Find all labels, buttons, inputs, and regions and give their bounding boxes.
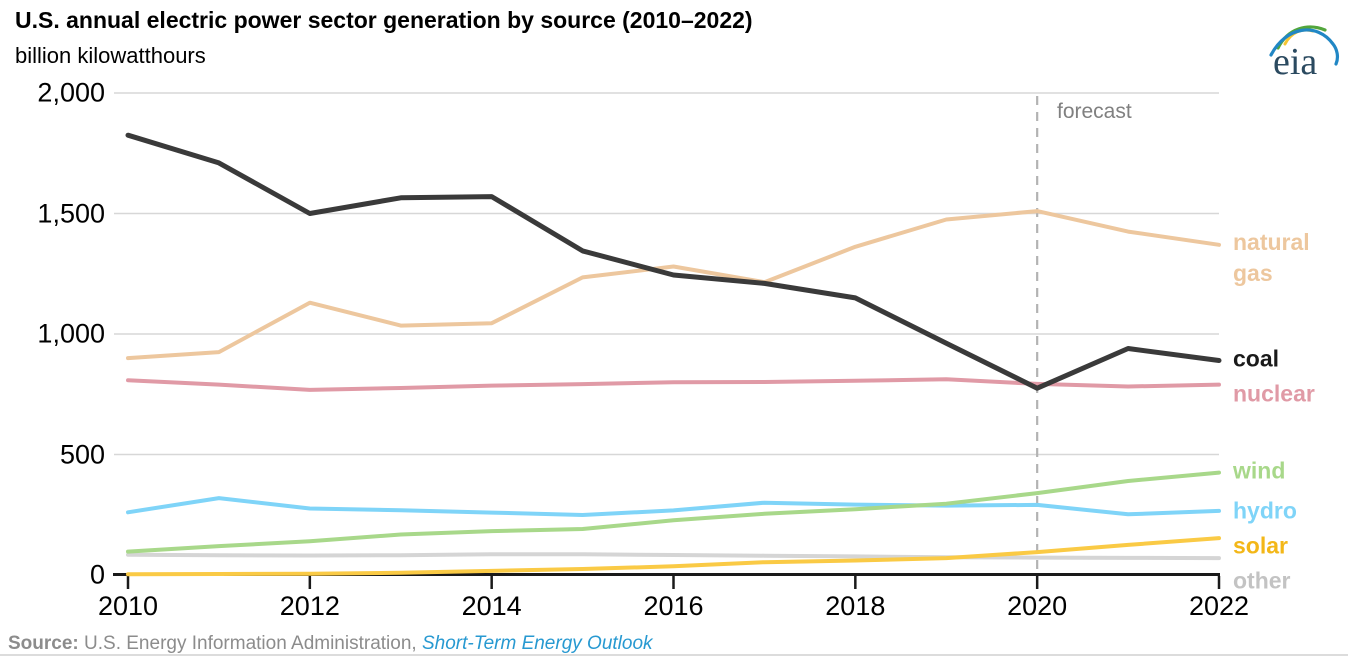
- series-line-wind: [126, 470, 1221, 554]
- bottom-divider: [0, 654, 1348, 656]
- y-tick-label: 1,000: [37, 318, 105, 349]
- series-label-coal: coal: [1233, 345, 1280, 371]
- source-publication-link[interactable]: Short-Term Energy Outlook: [421, 633, 653, 654]
- series-line-nuclear: [126, 377, 1221, 392]
- series-line-solar: [126, 536, 1221, 577]
- logo-arc-blue: [1269, 28, 1340, 66]
- x-tick-label: 2012: [279, 591, 340, 621]
- x-tick-label: 2018: [825, 591, 886, 621]
- source-line: Source: U.S. Energy Information Administ…: [8, 633, 653, 655]
- series-line-other: [126, 552, 1221, 561]
- series-label-other: other: [1233, 567, 1291, 594]
- x-tick-label: 2022: [1188, 591, 1250, 621]
- x-tick-label: 2010: [97, 591, 159, 621]
- y-tick-label: 0: [89, 559, 105, 590]
- series-label-natural-gas: natural gas: [1233, 228, 1310, 286]
- x-tick-label: 2014: [461, 591, 522, 621]
- series-label-nuclear: nuclear: [1233, 380, 1315, 407]
- forecast-annotation: forecast: [1057, 100, 1132, 123]
- series-line-hydro: [126, 496, 1221, 517]
- chart-unit-label: billion kilowatthours: [15, 43, 206, 68]
- series-line-natural-gas: [126, 209, 1221, 361]
- x-tick-label: 2016: [643, 591, 704, 621]
- source-attribution: U.S. Energy Information Administration,: [78, 633, 422, 654]
- series-label-solar: solar: [1233, 532, 1288, 559]
- series-label-wind: wind: [1233, 457, 1286, 484]
- eia-logo: eia: [1260, 18, 1348, 84]
- page-title: U.S. annual electric power sector genera…: [15, 7, 753, 33]
- y-tick-label: 2,000: [37, 77, 105, 108]
- eia-logo-icon: eia: [1269, 25, 1340, 83]
- logo-text: eia: [1273, 41, 1317, 83]
- source-prefix: Source:: [8, 633, 79, 654]
- y-tick-label: 1,500: [37, 198, 105, 228]
- y-tick-label: 500: [59, 439, 105, 469]
- x-tick-label: 2020: [1007, 591, 1068, 621]
- series-label-hydro: hydro: [1233, 497, 1297, 524]
- series-line-coal: [125, 132, 1222, 391]
